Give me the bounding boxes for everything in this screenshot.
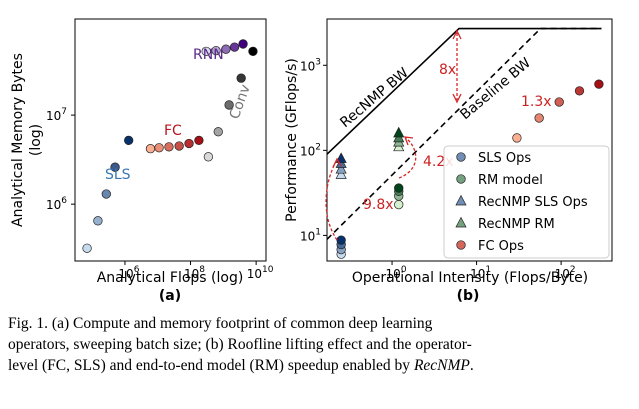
point-sls-4 xyxy=(124,135,134,146)
panel-b-ytick-label-0: 101 xyxy=(300,227,321,243)
arrow-head-8x-top xyxy=(452,29,462,40)
annotation-conv: Conv xyxy=(227,83,254,122)
point-rnn-2 xyxy=(221,44,231,54)
panel-b-ytick-label-2: 103 xyxy=(300,57,321,73)
annotation-rnn: RNN xyxy=(193,47,224,63)
panel-b-ylabel: Performance (GFlops/s) xyxy=(284,58,300,222)
point-conv-3 xyxy=(236,73,246,83)
point-rm-model-0 xyxy=(394,199,404,210)
legend-marker-fc-ops xyxy=(456,240,466,250)
point-rnn-4 xyxy=(238,39,248,49)
point-conv-1 xyxy=(213,127,223,137)
point-fc-ops-0 xyxy=(512,133,522,143)
legend-label-recnmp-sls-ops: RecNMP SLS Ops xyxy=(478,195,588,210)
arrow-head-8x-bottom xyxy=(452,93,462,104)
point-fc-4 xyxy=(184,138,194,149)
panel-a-frame xyxy=(74,18,267,262)
point-sls-0 xyxy=(82,243,92,253)
point-rnn-1 xyxy=(211,45,221,56)
figure: 106 108 1010 106 107 SLS FC RNN Conv Analyti… xyxy=(10,18,613,304)
legend-label-sls-ops: SLS Ops xyxy=(478,151,531,166)
panel-a-xtick-label-0: 106 xyxy=(118,265,139,281)
legend-marker-recnmp-rm xyxy=(455,216,467,228)
roofline-recnmp xyxy=(326,27,602,155)
panel-a-ytick-label-0: 106 xyxy=(46,196,67,212)
label-baseline-bw: Baseline BW xyxy=(457,55,534,123)
point-fc-ops-1 xyxy=(534,113,544,123)
speedup-arrows xyxy=(325,29,462,241)
legend-label-rm-model: RM model xyxy=(478,173,543,188)
annotation-8x: 8x xyxy=(439,62,456,78)
caption-line-3-pre: level (FC, SLS) and end-to-end model (RM… xyxy=(8,357,414,374)
point-rnn-0 xyxy=(201,46,211,56)
caption-line-2: operators, sweeping batch size; (b) Roof… xyxy=(8,336,472,353)
panel-a-ylabel-line1: Analytical Memory Bytes xyxy=(10,53,26,227)
caption-line-3-em: RecNMP xyxy=(413,357,470,374)
point-sls-ops-3 xyxy=(336,235,346,245)
point-fc-2 xyxy=(164,142,174,152)
panel-a-xlabel: Analytical Flops (log) xyxy=(97,270,244,286)
point-recnmp-sls-ops-3 xyxy=(335,152,347,163)
speedup-4-2x-arrow xyxy=(398,137,417,179)
point-sls-1 xyxy=(93,216,103,226)
label-recnmp-bw: RecNMP BW xyxy=(337,65,412,131)
panel-b-ytick-label-1: 102 xyxy=(300,142,321,158)
legend-marker-rm-model xyxy=(456,174,466,184)
point-recnmp-sls-ops-0 xyxy=(335,168,347,179)
legend: SLS Ops RM model RecNMP SLS Ops RecNMP RM FC… xyxy=(443,145,610,259)
point-conv-2 xyxy=(224,100,234,110)
point-recnmp-sls-ops-1 xyxy=(335,162,347,174)
speedup-9-8x-arrow xyxy=(325,159,338,241)
roofline-baseline xyxy=(326,27,602,240)
legend-label-fc-ops: FC Ops xyxy=(478,239,524,254)
legend-marker-sls-ops xyxy=(456,152,466,162)
point-rnn-3 xyxy=(229,42,240,52)
panel-b-xlabel: Operational Intensity (Flops/Byte) xyxy=(352,270,588,286)
annotation-9-8x: 9.8x xyxy=(363,197,394,213)
panel-b-frame xyxy=(326,18,613,262)
panel-b-xtick-label-1: 101 xyxy=(470,265,491,281)
annotation-1-3x: 1.3x xyxy=(521,94,552,110)
annotation-fc: FC xyxy=(164,123,182,139)
panel-a-ylabel-line2: (log) xyxy=(28,124,44,156)
point-fc-3 xyxy=(174,141,184,151)
point-fc-1 xyxy=(154,143,164,153)
panel-a: 106 108 1010 106 107 SLS FC RNN Conv Analyti… xyxy=(10,18,274,304)
caption-line-3-post: . xyxy=(469,357,474,374)
point-fc-5 xyxy=(194,135,204,146)
caption-line-1: Fig. 1. (a) Compute and memory footprint… xyxy=(8,315,433,332)
panel-a-xtick-label-2: 1010 xyxy=(247,265,274,281)
point-sls-2 xyxy=(101,189,111,199)
point-fc-ops-2 xyxy=(554,97,564,107)
figure-caption: Fig. 1. (a) Compute and memory footprint… xyxy=(8,313,632,376)
point-fc-ops-4 xyxy=(594,79,604,89)
point-recnmp-rm-3 xyxy=(393,126,405,138)
panel-b-label: (b) xyxy=(457,288,480,304)
legend-marker-recnmp-sls-ops xyxy=(455,194,467,206)
arrow-head-4-2x xyxy=(404,136,414,146)
point-conv-0 xyxy=(203,152,214,162)
panel-b-xtick-label-2: 102 xyxy=(555,265,576,281)
legend-box xyxy=(443,145,610,259)
panel-a-ytick-label-1: 107 xyxy=(46,107,67,123)
point-rm-model-3 xyxy=(394,183,404,193)
point-fc-0 xyxy=(145,144,156,154)
point-sls-3 xyxy=(110,162,120,172)
point-fc-ops-3 xyxy=(574,86,585,96)
panel-a-xtick-label-1: 108 xyxy=(184,265,205,281)
point-conv-4 xyxy=(248,46,258,56)
legend-label-recnmp-rm: RecNMP RM xyxy=(478,217,555,232)
panel-b-xtick-label-0: 100 xyxy=(386,265,407,281)
arrow-head-9-8x xyxy=(332,157,342,168)
panel-a-label: (a) xyxy=(159,288,181,304)
annotation-sls: SLS xyxy=(105,167,131,183)
